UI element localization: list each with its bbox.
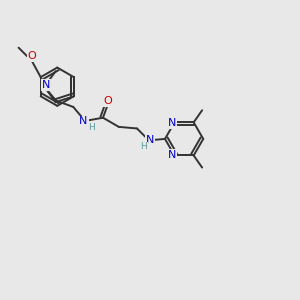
Text: N: N xyxy=(79,116,88,127)
Text: O: O xyxy=(28,51,36,61)
Text: N: N xyxy=(42,80,50,90)
Text: H: H xyxy=(140,142,147,151)
Text: O: O xyxy=(103,96,112,106)
Text: N: N xyxy=(146,135,154,145)
Text: N: N xyxy=(168,150,176,160)
Text: H: H xyxy=(88,123,95,132)
Text: N: N xyxy=(168,118,176,128)
